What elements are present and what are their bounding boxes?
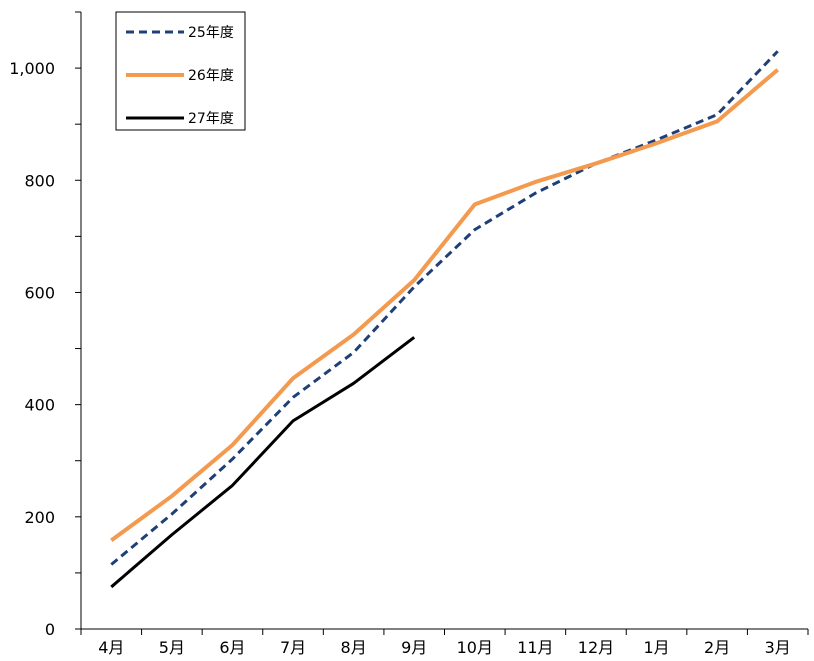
x-tick-label: 9月: [401, 638, 427, 657]
legend-label: 27年度: [188, 111, 234, 127]
legend-label: 26年度: [188, 68, 234, 84]
x-tick-label: 7月: [280, 638, 306, 657]
y-tick-label: 0: [45, 620, 55, 639]
x-tick-label: 11月: [517, 638, 553, 657]
x-tick-label: 8月: [341, 638, 367, 657]
y-tick-label: 400: [24, 396, 55, 415]
y-tick-label: 1,000: [9, 59, 55, 78]
x-tick-label: 1月: [643, 638, 669, 657]
series-line-1: [110, 50, 779, 566]
series-line-3: [110, 336, 416, 589]
x-tick-label: 3月: [765, 638, 791, 657]
y-tick-label: 800: [24, 171, 55, 190]
axes: 0 200 400 600 800 1,000 4月 5月 6月 7月 8月 9月 10月 11月 12月 1…: [9, 11, 809, 657]
x-tick-label: 6月: [219, 638, 245, 657]
y-tick-label: 200: [24, 508, 55, 527]
x-tick-label: 10月: [457, 638, 493, 657]
legend: 25年度 26年度 27年度: [115, 11, 246, 131]
y-tick-label: 600: [24, 283, 55, 302]
x-tick-label: 2月: [704, 638, 730, 657]
x-tick-label: 4月: [98, 638, 124, 657]
legend-label: 25年度: [188, 25, 234, 41]
x-tick-label: 5月: [159, 638, 185, 657]
series-lines: [110, 50, 780, 589]
series-line-2: [110, 68, 780, 542]
x-tick-label: 12月: [578, 638, 614, 657]
